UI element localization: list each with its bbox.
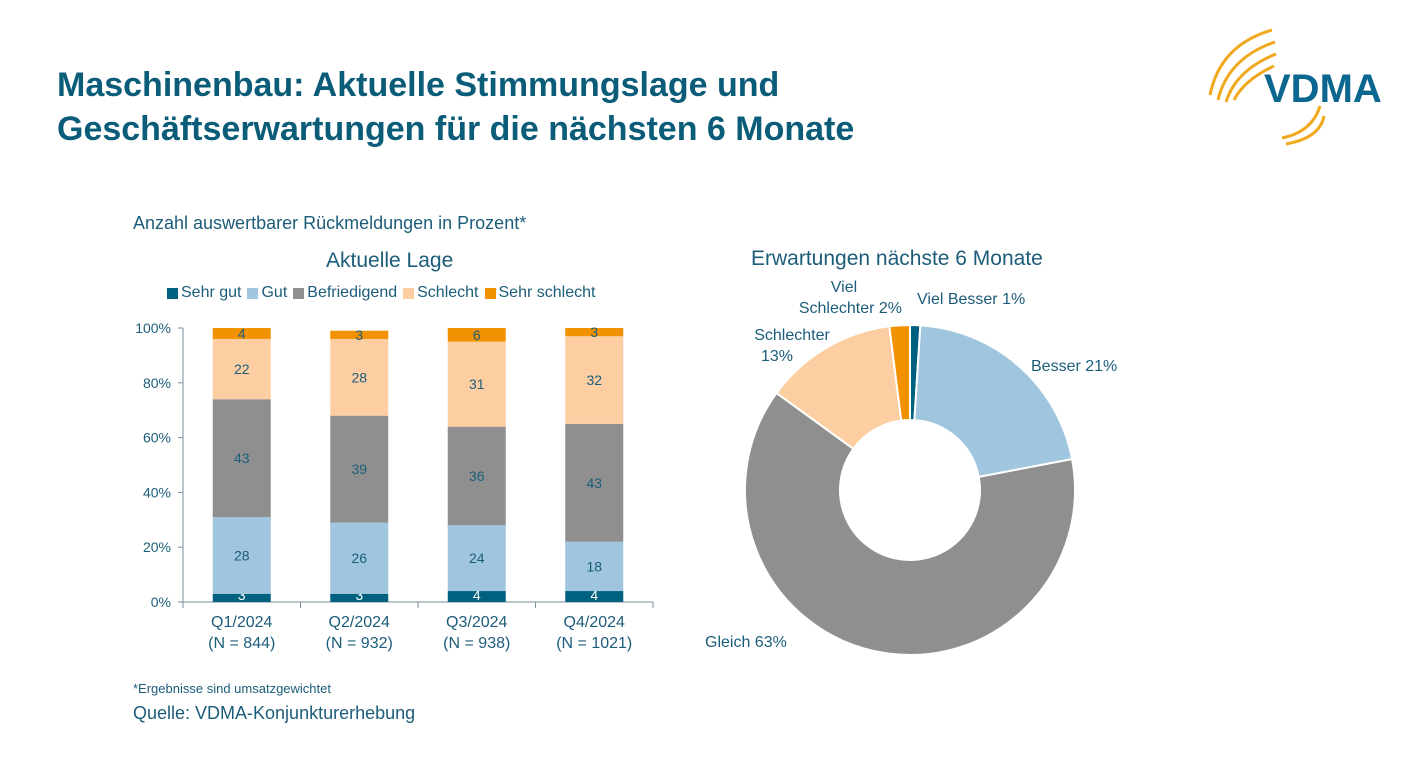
donut-slice [888, 323, 911, 422]
x-category-sublabel: (N = 938) [443, 635, 510, 652]
footnote: *Ergebnisse sind umsatzgewichtet [133, 681, 331, 696]
donut-slice [744, 391, 1077, 656]
bar-value-label: 3 [355, 587, 363, 603]
bar-value-label: 22 [234, 361, 250, 377]
bar-value-label: 43 [234, 450, 250, 466]
x-category-label: Q4/2024 [564, 614, 625, 631]
legend-label: Schlecht [417, 284, 479, 301]
slice-label: Viel Besser 1% [917, 291, 1025, 308]
bar-value-label: 26 [351, 550, 367, 566]
title-line-1: Maschinenbau: Aktuelle Stimmungslage und [57, 66, 780, 104]
legend-label: Sehr gut [181, 284, 242, 301]
bar-legend: Sehr gut Gut Befriedigend Schlecht Sehr schl… [167, 284, 595, 302]
bar-segment [447, 426, 506, 526]
source: Quelle: VDMA-Konjunkturerhebung [133, 703, 416, 723]
y-tick-label: 80% [143, 375, 171, 391]
x-category-sublabel: (N = 1021) [556, 635, 632, 652]
slice-label-value: Schlechter 2% [799, 300, 902, 317]
bar-value-label: 31 [469, 376, 485, 392]
bar-segment [212, 517, 271, 594]
bar-value-label: 28 [351, 369, 367, 385]
legend-item: Sehr gut [167, 284, 241, 302]
bar-value-label: 28 [234, 547, 250, 563]
bar-value-label: 36 [469, 468, 485, 484]
legend-swatch [293, 287, 305, 299]
bar-segment [565, 336, 624, 424]
legend-swatch [247, 287, 259, 299]
chart-subtitle: Anzahl auswertbarer Rückmeldungen in Pro… [133, 213, 527, 233]
x-category-sublabel: (N = 932) [326, 635, 393, 652]
bar-value-label: 4 [473, 587, 481, 603]
bar-segment [565, 328, 624, 337]
legend-item: Sehr schlecht [484, 284, 596, 302]
bar-segment [212, 399, 271, 518]
bar-segment [565, 423, 624, 542]
donut-chart: Viel Besser 1% Besser 21% Gleich 63% Schlec… [705, 279, 1117, 656]
bar-segment [212, 338, 271, 400]
x-category-label: Q3/2024 [446, 614, 507, 631]
donut-slice [913, 324, 1074, 479]
y-tick-label: 0% [151, 594, 171, 610]
vdma-logo: VDMA [1208, 28, 1382, 146]
slice-label: Gleich 63% [705, 634, 787, 651]
bar-segment [447, 525, 506, 592]
bar-value-label: 3 [355, 327, 363, 343]
page-title: Maschinenbau: Aktuelle Stimmungslage und… [57, 63, 854, 151]
slice-label-value: 13% [761, 348, 793, 365]
legend-item: Gut [247, 284, 287, 302]
bar-value-label: 39 [351, 461, 367, 477]
slice-label: Viel [831, 279, 857, 296]
x-category-label: Q2/2024 [329, 614, 390, 631]
legend-item: Befriedigend [293, 284, 397, 302]
bar-value-label: 18 [586, 558, 602, 574]
bar-value-label: 3 [590, 324, 598, 340]
bar-value-label: 32 [586, 372, 602, 388]
bar-segment [447, 591, 506, 602]
bar-segment [330, 338, 389, 416]
slice-label: Schlechter [754, 327, 830, 344]
legend-label: Befriedigend [307, 284, 398, 301]
bar-segment [212, 593, 271, 602]
bar-value-label: 6 [473, 327, 481, 343]
bar-segment [447, 341, 506, 427]
bar-value-label: 3 [238, 587, 246, 603]
legend-label: Sehr schlecht [498, 284, 596, 301]
y-tick-label: 100% [135, 320, 171, 336]
bar-segment [212, 328, 271, 339]
donut-chart-title: Erwartungen nächste 6 Monate [751, 247, 1043, 270]
bar-value-label: 24 [469, 550, 485, 566]
y-tick-label: 60% [143, 430, 171, 446]
bar-segment [447, 328, 506, 342]
bar-chart-title: Aktuelle Lage [326, 249, 454, 272]
bar-value-label: 43 [586, 475, 602, 491]
legend-item: Schlecht [403, 284, 479, 302]
bar-segment [330, 330, 389, 339]
legend-swatch [403, 287, 415, 299]
bar-value-label: 4 [238, 325, 246, 341]
bar-value-label: 4 [590, 587, 598, 603]
bar-segment [330, 593, 389, 602]
title-line-2: Geschäftserwartungen für die nächsten 6 … [57, 110, 855, 148]
x-category-label: Q1/2024 [211, 614, 272, 631]
legend-swatch [484, 287, 496, 299]
bar-segment [565, 591, 624, 602]
bar-segment [330, 415, 389, 523]
x-category-sublabel: (N = 844) [208, 635, 275, 652]
legend-swatch [167, 287, 178, 299]
bar-segment [330, 522, 389, 594]
y-tick-label: 40% [143, 484, 171, 500]
y-tick-label: 20% [143, 539, 171, 555]
bar-segment [565, 541, 624, 592]
logo-arcs [1208, 28, 1326, 146]
legend-label: Gut [261, 284, 288, 301]
logo-text: VDMA [1264, 67, 1382, 111]
slice-label: Besser 21% [1031, 358, 1117, 375]
